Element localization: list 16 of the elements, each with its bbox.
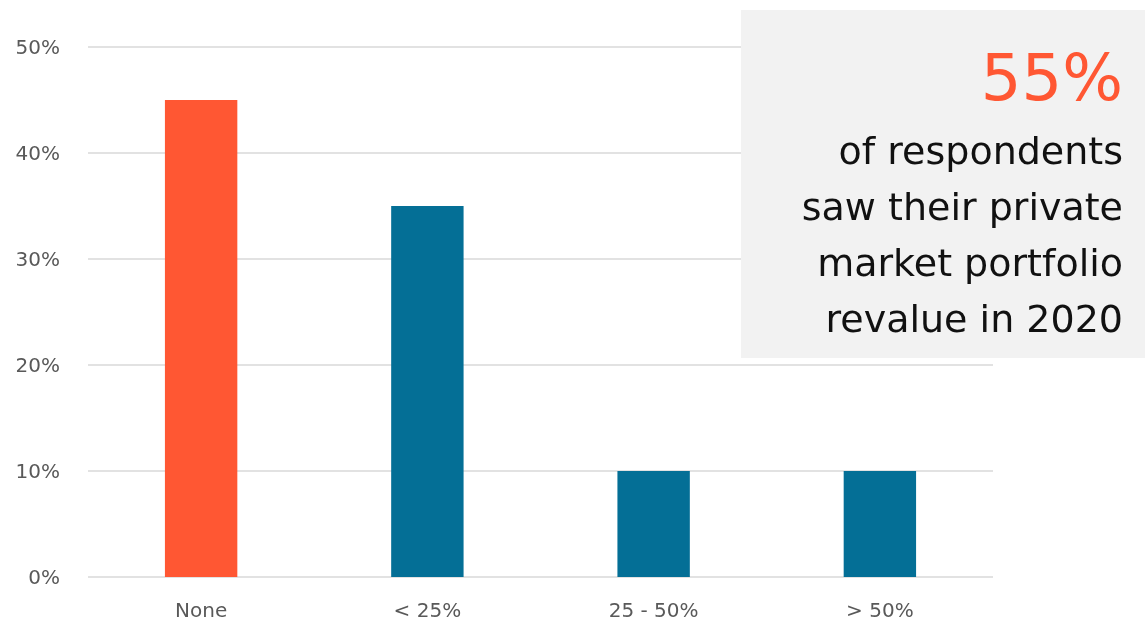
bar	[164, 100, 238, 577]
x-tick-label: > 50%	[846, 598, 914, 622]
x-tick-label: < 25%	[393, 598, 462, 622]
annotation: 55%	[980, 41, 1123, 115]
y-tick-label: 40%	[15, 141, 60, 165]
y-tick-label: 10%	[15, 459, 60, 483]
bar	[843, 471, 917, 577]
bar	[391, 206, 464, 577]
annotation: of respondents saw their private market portfolio revalue in 2020	[801, 129, 1123, 341]
y-tick-label: 30%	[15, 247, 60, 271]
y-tick-label: 50%	[15, 35, 60, 59]
bar	[617, 471, 690, 577]
y-tick-label: 20%	[15, 353, 60, 377]
x-tick-label: 25 - 50%	[608, 598, 699, 622]
y-tick-label: 0%	[28, 565, 60, 589]
x-tick-label: None	[175, 598, 228, 622]
